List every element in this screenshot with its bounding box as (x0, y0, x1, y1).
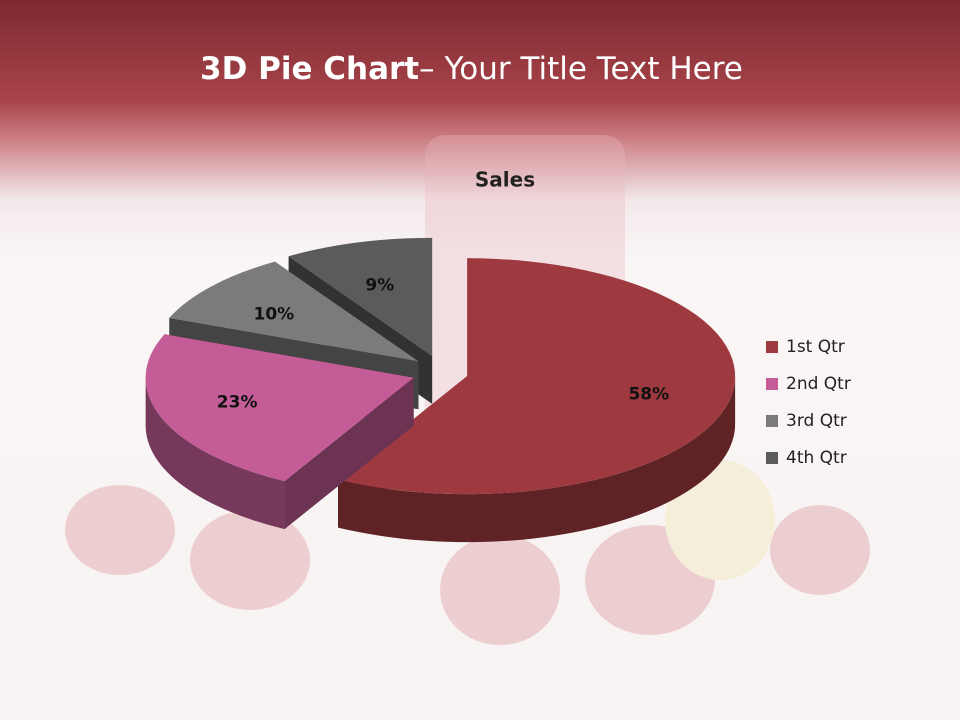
slide-title-rest: – Your Title Text Here (419, 51, 743, 87)
slice-top (288, 237, 433, 356)
slice-rim (145, 377, 285, 530)
legend-swatch (766, 378, 778, 390)
slice-top (169, 261, 419, 362)
slice-top (145, 334, 414, 482)
pie-slice (145, 334, 414, 530)
pie-slice (338, 258, 736, 543)
slice-rim (338, 376, 736, 543)
slide-title: 3D Pie Chart– Your Title Text Here (200, 51, 743, 87)
legend-label: 2nd Qtr (786, 374, 851, 394)
data-labels: 58% 23% 10% 9% (217, 276, 669, 413)
chart-title: Sales (475, 168, 535, 192)
slice-top (338, 258, 736, 495)
legend-swatch (766, 452, 778, 464)
data-label: 9% (365, 276, 394, 296)
legend-label: 4th Qtr (786, 448, 847, 468)
data-label: 58% (628, 384, 669, 404)
legend-label: 1st Qtr (786, 337, 845, 357)
slide-title-bold: 3D Pie Chart (200, 51, 419, 87)
legend-swatch (766, 341, 778, 353)
data-label: 23% (217, 392, 258, 412)
legend-swatch (766, 415, 778, 427)
legend: 1st Qtr 2nd Qtr 3rd Qtr 4th Qtr (766, 337, 851, 468)
legend-label: 3rd Qtr (786, 411, 847, 431)
pie (145, 237, 736, 543)
data-label: 10% (254, 305, 295, 325)
